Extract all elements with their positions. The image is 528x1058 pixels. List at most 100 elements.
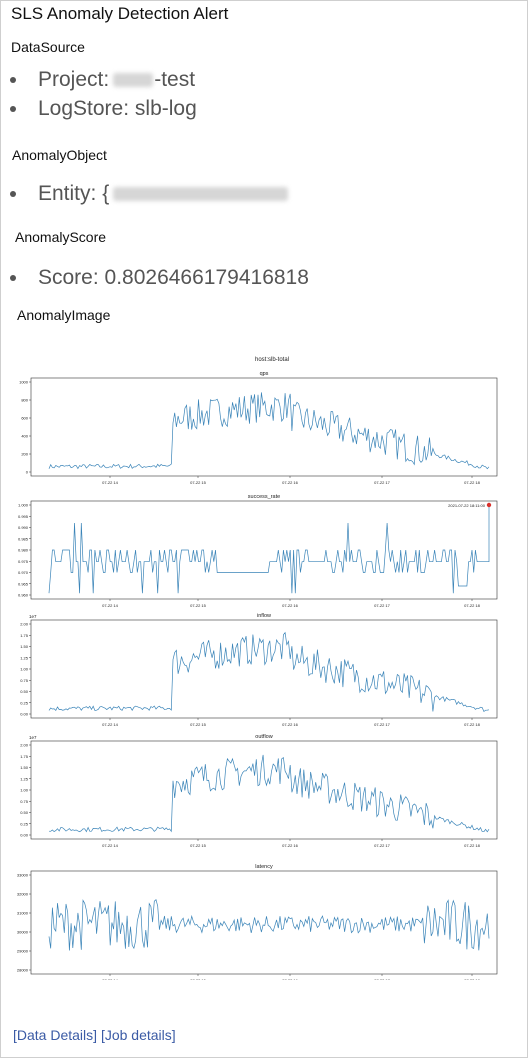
bullet-icon (10, 275, 16, 281)
chart-2-xtick-label: 07-22 16 (282, 603, 299, 608)
chart-4-ytick-label: 1.75 (20, 754, 29, 759)
chart-2-ytick-label: 0.965 (18, 581, 29, 586)
anomaly-object-heading: AnomalyObject (12, 147, 107, 163)
redacted-text (113, 73, 154, 87)
chart-3-xtick-label: 07-22 16 (282, 722, 299, 727)
chart-4-xtick-label: 07-22 17 (374, 843, 391, 848)
chart-4-ytick-label: 1.00 (20, 788, 29, 793)
chart-4-ytick-label: 1.25 (20, 776, 29, 781)
anomaly-image-heading: AnomalyImage (17, 307, 111, 323)
job-details-link[interactable]: Job details (104, 1027, 172, 1043)
chart-2-title: success_rate (248, 494, 280, 500)
chart-3-title: inflow (257, 613, 271, 619)
chart-3-ytick-label: 1.75 (20, 633, 29, 638)
chart-5-series-line (48, 898, 490, 951)
chart-4-frame (30, 740, 498, 840)
anomaly-charts: host:slb-total qps 0 200 400 600 800 1000 07-22… (17, 357, 498, 983)
chart-2-ytick-label: 1.000 (18, 503, 29, 508)
bullet-icon (10, 191, 16, 197)
chart-1-xtick-label: 07-22 14 (102, 480, 119, 485)
chart-4-ytick-label: 2.00 (20, 743, 29, 748)
chart-4-series-line (48, 754, 490, 833)
chart-2-ytick-label: 0.970 (18, 570, 29, 575)
chart-5-ytick-label: 31000 (17, 911, 29, 916)
chart-4-scale-label: 1e7 (29, 735, 37, 740)
chart-1-xtick-label: 07-22 16 (282, 480, 299, 485)
chart-2-annotation: 2021-07-22 18:11:00 (448, 503, 486, 508)
chart-3-ytick-label: 0.00 (20, 712, 29, 717)
chart-1-xtick-label: 07-22 17 (374, 480, 391, 485)
chart-3-frame (30, 619, 498, 719)
chart-1-xtick-label: 07-22 18 (464, 480, 481, 485)
chart-4-xtick-label: 07-22 16 (282, 843, 299, 848)
chart-3-ytick-label: 0.25 (20, 700, 29, 705)
list-item-logstore: LogStore: slb-log (10, 97, 197, 121)
chart-3-scale-label: 1e7 (29, 614, 37, 619)
page-title: SLS Anomaly Detection Alert (11, 4, 229, 23)
chart-2-xtick-label: 07-22 17 (374, 603, 391, 608)
entity-label: Entity: { (38, 182, 110, 205)
chart-2-ytick-label: 0.975 (18, 559, 29, 564)
chart-1-ytick-label: 200 (21, 452, 28, 457)
chart-4-ytick-label: 0.00 (20, 833, 29, 838)
chart-4-xtick-label: 07-22 14 (102, 843, 119, 848)
figure-title: host:slb-total (255, 357, 289, 363)
chart-3-xtick-label: 07-22 17 (374, 722, 391, 727)
chart-1-series-line (48, 392, 490, 470)
chart-1-ytick-label: 600 (21, 416, 28, 421)
chart-5-ytick-label: 30000 (17, 930, 29, 935)
project-label: Project: (38, 68, 110, 91)
chart-5-xtick-label: 07-22 14 (102, 978, 119, 980)
data-details-link[interactable]: Data Details (16, 1027, 94, 1043)
chart-5-xtick-label: 07-22 17 (374, 978, 391, 980)
chart-4-xtick-label: 07-22 18 (464, 843, 481, 848)
chart-2-series-line (48, 505, 490, 594)
chart-2-frame (30, 500, 498, 600)
chart-2-ytick-label: 0.985 (18, 536, 29, 541)
project-suffix: -test (154, 68, 196, 91)
anomaly-score-heading: AnomalyScore (15, 229, 107, 245)
chart-1-ytick-label: 0 (26, 470, 29, 475)
chart-4-ytick-label: 0.75 (20, 799, 29, 804)
chart-2-ytick-label: 0.990 (18, 525, 29, 530)
chart-5-ytick-label: 28000 (17, 968, 29, 973)
chart-4-title: outflow (255, 734, 272, 740)
chart-4-ytick-label: 1.50 (20, 765, 29, 770)
chart-3-ytick-label: 0.75 (20, 678, 29, 683)
chart-1-ytick-label: 1000 (19, 380, 29, 385)
chart-1-ytick-label: 800 (21, 398, 28, 403)
chart-3-ytick-label: 0.50 (20, 689, 29, 694)
chart-2-xtick-label: 07-22 15 (190, 603, 207, 608)
chart-3-xtick-label: 07-22 15 (190, 722, 207, 727)
chart-3-series-line (48, 631, 490, 713)
chart-3-xtick-label: 07-22 14 (102, 722, 119, 727)
chart-5-ytick-label: 33000 (17, 873, 29, 878)
chart-1-ytick-label: 400 (21, 434, 28, 439)
bullet-icon (10, 106, 16, 112)
chart-4-xtick-label: 07-22 15 (190, 843, 207, 848)
chart-5-ytick-label: 32000 (17, 892, 29, 897)
chart-1-frame (30, 377, 498, 477)
chart-4-ytick-label: 0.25 (20, 821, 29, 826)
bullet-icon (10, 77, 16, 83)
chart-5-title: latency (255, 864, 273, 870)
chart-2-anomaly-point (486, 502, 492, 508)
chart-2-ytick-label: 0.980 (18, 548, 29, 553)
chart-3-xtick-label: 07-22 18 (464, 722, 481, 727)
chart-5-ytick-label: 29000 (17, 949, 29, 954)
chart-1-title: qps (260, 371, 269, 377)
chart-3-ytick-label: 2.00 (20, 622, 29, 627)
score-value: Score: 0.8026466179416818 (38, 266, 309, 289)
links-bar: [Data Details] [Job details] (13, 1027, 176, 1043)
logstore-label: LogStore: slb-log (38, 97, 197, 120)
datasource-heading: DataSource (11, 39, 85, 55)
anomaly-image: host:slb-total qps 0 200 400 600 800 1000 07-22… (10, 350, 513, 983)
chart-4-ytick-label: 0.50 (20, 810, 29, 815)
list-item-entity: Entity: { (10, 182, 289, 206)
chart-2-xtick-label: 07-22 14 (102, 603, 119, 608)
chart-1-xtick-label: 07-22 15 (190, 480, 207, 485)
chart-5-xtick-label: 07-22 18 (464, 978, 481, 980)
chart-3-ytick-label: 1.00 (20, 667, 29, 672)
chart-2-ytick-label: 0.960 (18, 593, 29, 598)
chart-2-ytick-label: 0.995 (18, 514, 29, 519)
